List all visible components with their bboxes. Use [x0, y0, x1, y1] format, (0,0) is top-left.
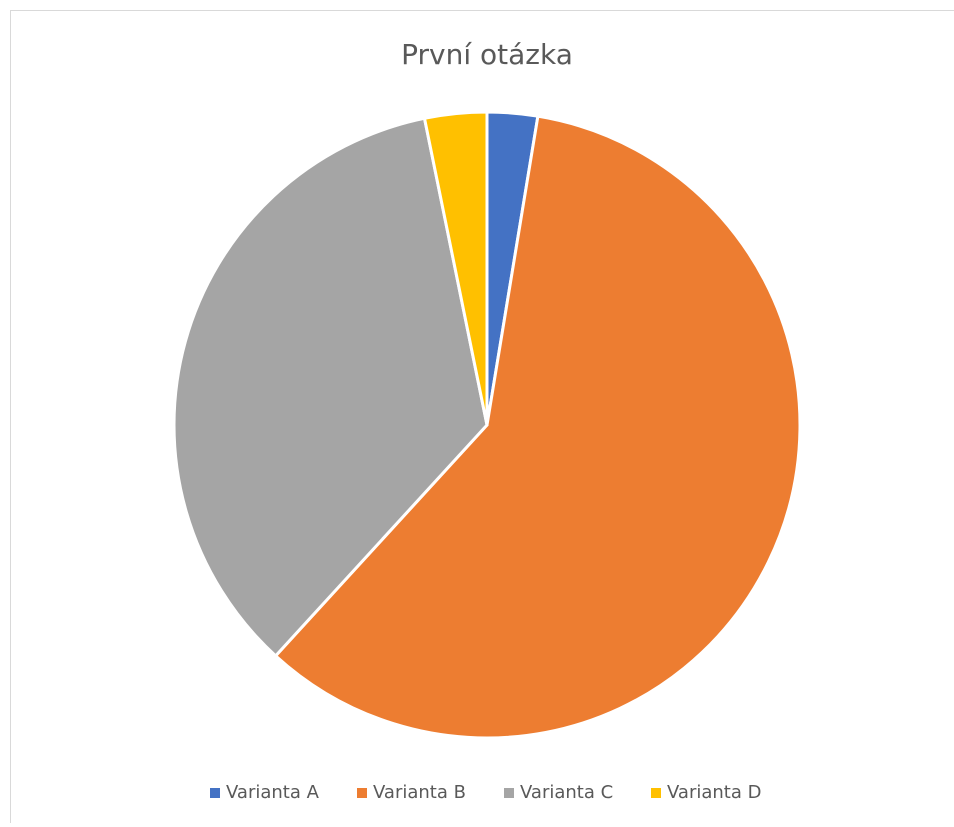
- legend-label: Varianta D: [667, 782, 761, 803]
- legend-label: Varianta B: [373, 782, 466, 803]
- legend-label: Varianta A: [226, 782, 320, 803]
- legend-label: Varianta C: [520, 782, 613, 803]
- legend-swatch: [651, 788, 661, 798]
- legend-swatch: [504, 788, 514, 798]
- legend-swatch: [357, 788, 367, 798]
- chart-title: První otázka: [401, 38, 573, 71]
- legend-swatch: [210, 788, 220, 798]
